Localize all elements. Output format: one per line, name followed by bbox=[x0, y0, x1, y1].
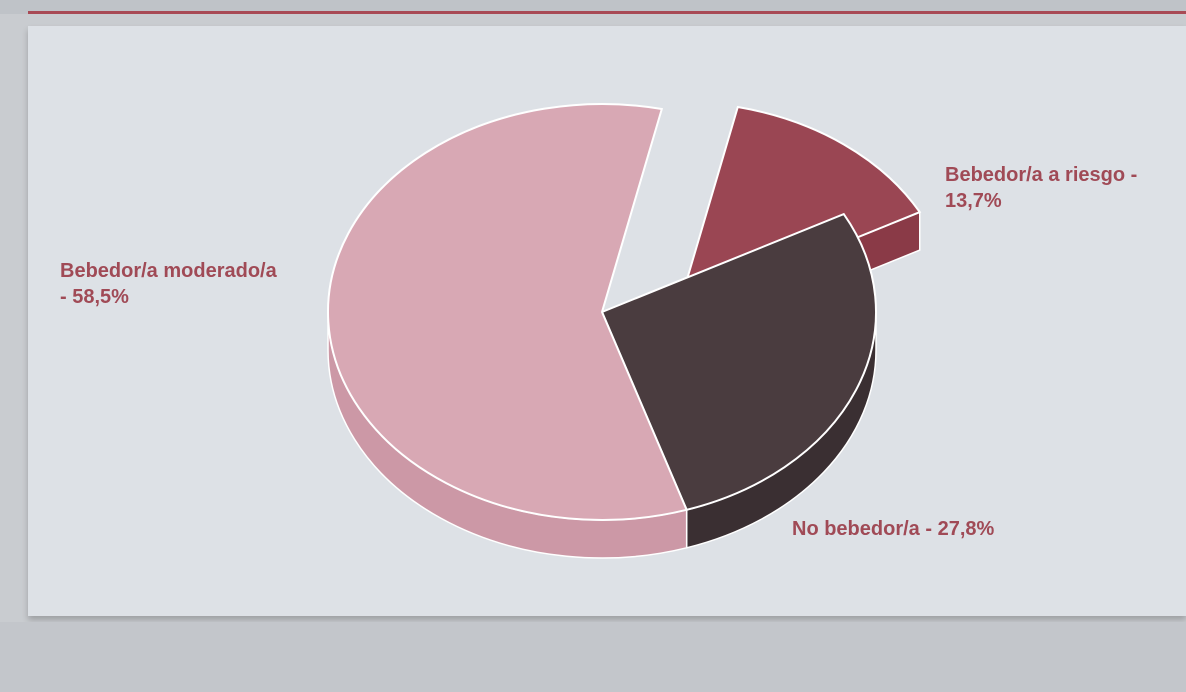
bottom-band bbox=[0, 622, 1186, 692]
slice-label-no-bebedor: No bebedor/a - 27,8% bbox=[792, 516, 994, 542]
header-rule bbox=[28, 11, 1186, 14]
pie-slice-2 bbox=[600, 212, 877, 511]
slice-label-moderado-line2: - 58,5% bbox=[60, 286, 129, 308]
pie-slice-0 bbox=[327, 103, 689, 521]
top-band bbox=[0, 0, 1186, 14]
slice-label-moderado-line1: Bebedor/a moderado/a bbox=[60, 260, 277, 282]
slice-label-moderado: Bebedor/a moderado/a - 58,5% bbox=[60, 258, 277, 310]
slice-label-no-bebedor-line1: No bebedor/a - 27,8% bbox=[792, 518, 995, 540]
slice-label-riesgo-line2: 13,7% bbox=[945, 190, 1002, 212]
slice-label-riesgo: Bebedor/a a riesgo - 13,7% bbox=[945, 162, 1137, 214]
slice-label-riesgo-line1: Bebedor/a a riesgo - bbox=[945, 164, 1138, 186]
